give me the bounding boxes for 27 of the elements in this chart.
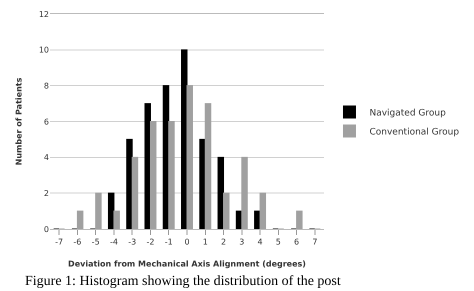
x-tick-label: -4 [110, 238, 118, 247]
caption: Figure 1: Histogram showing the distribution of the post [25, 274, 341, 289]
y-tick-label: 6 [44, 117, 49, 126]
x-tick-label: 5 [276, 238, 281, 247]
x-tick-label: -5 [92, 238, 100, 247]
x-tick-label: -1 [164, 238, 173, 247]
x-tick-label: -7 [55, 238, 64, 247]
x-tick-label: 1 [202, 238, 208, 247]
y-tick-label: 12 [38, 10, 49, 19]
x-tick-label: 0 [184, 238, 190, 247]
x-tick-label: -6 [73, 238, 82, 247]
x-tick-label: -3 [128, 238, 136, 247]
y-axis-title: Number of Patients [14, 77, 24, 166]
y-tick-label: 2 [44, 188, 49, 198]
legend-label: Navigated Group [369, 108, 446, 119]
y-tick-label: 10 [38, 46, 49, 55]
y-tick-label: 0 [44, 224, 49, 234]
x-axis-title: Deviation from Mechanical Axis Alignment (degrees) [68, 260, 306, 269]
y-tick-label: 8 [44, 81, 49, 90]
x-tick-label: 4 [258, 238, 263, 247]
legend-label: Conventional Group [369, 128, 460, 138]
x-tick-label: -2 [146, 238, 154, 247]
x-tick-label: 2 [220, 238, 226, 247]
x-tick-label: 3 [239, 238, 244, 247]
x-tick-label: 6 [294, 238, 300, 247]
y-tick-label: 4 [44, 153, 49, 162]
x-tick-label: 7 [312, 238, 318, 247]
